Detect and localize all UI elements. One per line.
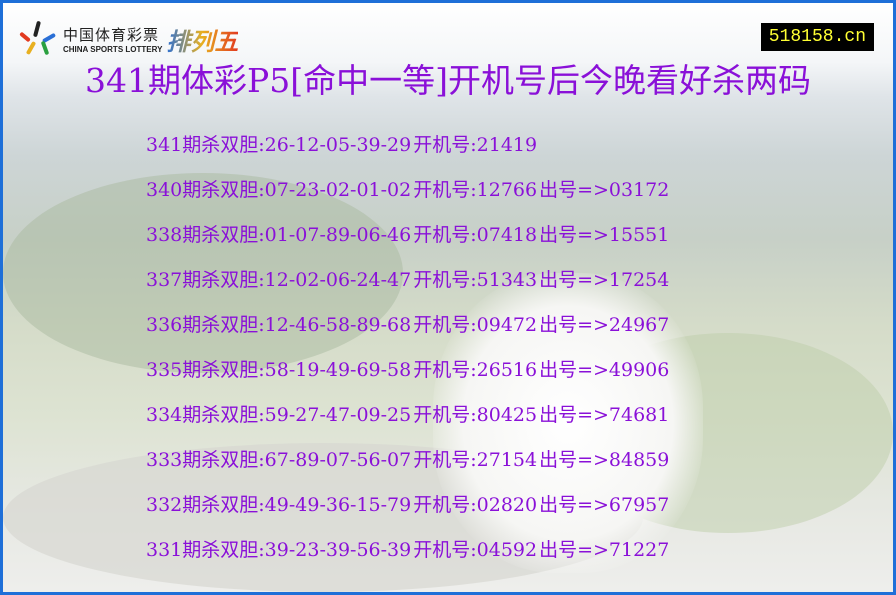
list-item: 333期杀双胆:67-89-07-56-07 开机号:27154 出号=>84859 — [146, 444, 671, 489]
row-open: 开机号:51343 — [413, 269, 538, 291]
row-open: 开机号:26516 — [413, 359, 538, 381]
row-result: 出号=>71227 — [539, 539, 670, 561]
row-open: 开机号:04592 — [413, 539, 538, 561]
row-result: 出号=>17254 — [539, 269, 670, 291]
row-kill: 337期杀双胆:12-02-06-24-47 — [146, 269, 412, 291]
row-result: 出号=>24967 — [539, 314, 670, 336]
row-result: 出号=>15551 — [539, 224, 670, 246]
row-open: 开机号:27154 — [413, 449, 538, 471]
row-open: 开机号:09472 — [413, 314, 538, 336]
lottery-logo: 中国体育彩票 CHINA SPORTS LOTTERY 排列五 — [19, 20, 238, 57]
row-result: 出号=>49906 — [539, 359, 670, 381]
row-kill: 341期杀双胆:26-12-05-39-29 — [146, 134, 412, 156]
background-hill — [3, 173, 403, 373]
prediction-list: 341期杀双胆:26-12-05-39-29 开机号:21419 340期杀双胆:0… — [146, 129, 671, 579]
logo-en-text: CHINA SPORTS LOTTERY — [63, 45, 163, 54]
row-open: 开机号:21419 — [413, 134, 538, 156]
list-item: 331期杀双胆:39-23-39-56-39 开机号:04592 出号=>71227 — [146, 534, 671, 579]
row-kill: 332期杀双胆:49-49-36-15-79 — [146, 494, 412, 516]
row-open: 开机号:12766 — [413, 179, 538, 201]
row-kill: 335期杀双胆:58-19-49-69-58 — [146, 359, 412, 381]
row-open: 开机号:80425 — [413, 404, 538, 426]
lottery-logo-icon — [19, 20, 57, 57]
list-item: 334期杀双胆:59-27-47-09-25 开机号:80425 出号=>74681 — [146, 399, 671, 444]
row-result: 出号=>74681 — [539, 404, 670, 426]
list-item: 340期杀双胆:07-23-02-01-02 开机号:12766 出号=>03172 — [146, 174, 671, 219]
list-item: 338期杀双胆:01-07-89-06-46 开机号:07418 出号=>15551 — [146, 219, 671, 264]
logo-cn-text: 中国体育彩票 — [63, 26, 160, 44]
row-open: 开机号:02820 — [413, 494, 538, 516]
list-item: 341期杀双胆:26-12-05-39-29 开机号:21419 — [146, 129, 671, 174]
row-result: 出号=>84859 — [539, 449, 670, 471]
row-kill: 333期杀双胆:67-89-07-56-07 — [146, 449, 412, 471]
logo-product-text: 排列五 — [166, 22, 238, 57]
row-open: 开机号:07418 — [413, 224, 538, 246]
row-result: 出号=>67957 — [539, 494, 670, 516]
row-kill: 336期杀双胆:12-46-58-89-68 — [146, 314, 412, 336]
list-item: 332期杀双胆:49-49-36-15-79 开机号:02820 出号=>67957 — [146, 489, 671, 534]
list-item: 336期杀双胆:12-46-58-89-68 开机号:09472 出号=>24967 — [146, 309, 671, 354]
site-badge[interactable]: 518158.cn — [760, 23, 874, 51]
sheep-image — [433, 273, 703, 573]
list-item: 337期杀双胆:12-02-06-24-47 开机号:51343 出号=>17254 — [146, 264, 671, 309]
row-kill: 340期杀双胆:07-23-02-01-02 — [146, 179, 412, 201]
row-kill: 338期杀双胆:01-07-89-06-46 — [146, 224, 412, 246]
row-result: 出号=>03172 — [539, 179, 670, 201]
row-kill: 334期杀双胆:59-27-47-09-25 — [146, 404, 412, 426]
list-item: 335期杀双胆:58-19-49-69-58 开机号:26516 出号=>49906 — [146, 354, 671, 399]
row-kill: 331期杀双胆:39-23-39-56-39 — [146, 539, 412, 561]
page-title: 341期体彩P5[命中一等]开机号后今晚看好杀两码 — [85, 61, 811, 100]
